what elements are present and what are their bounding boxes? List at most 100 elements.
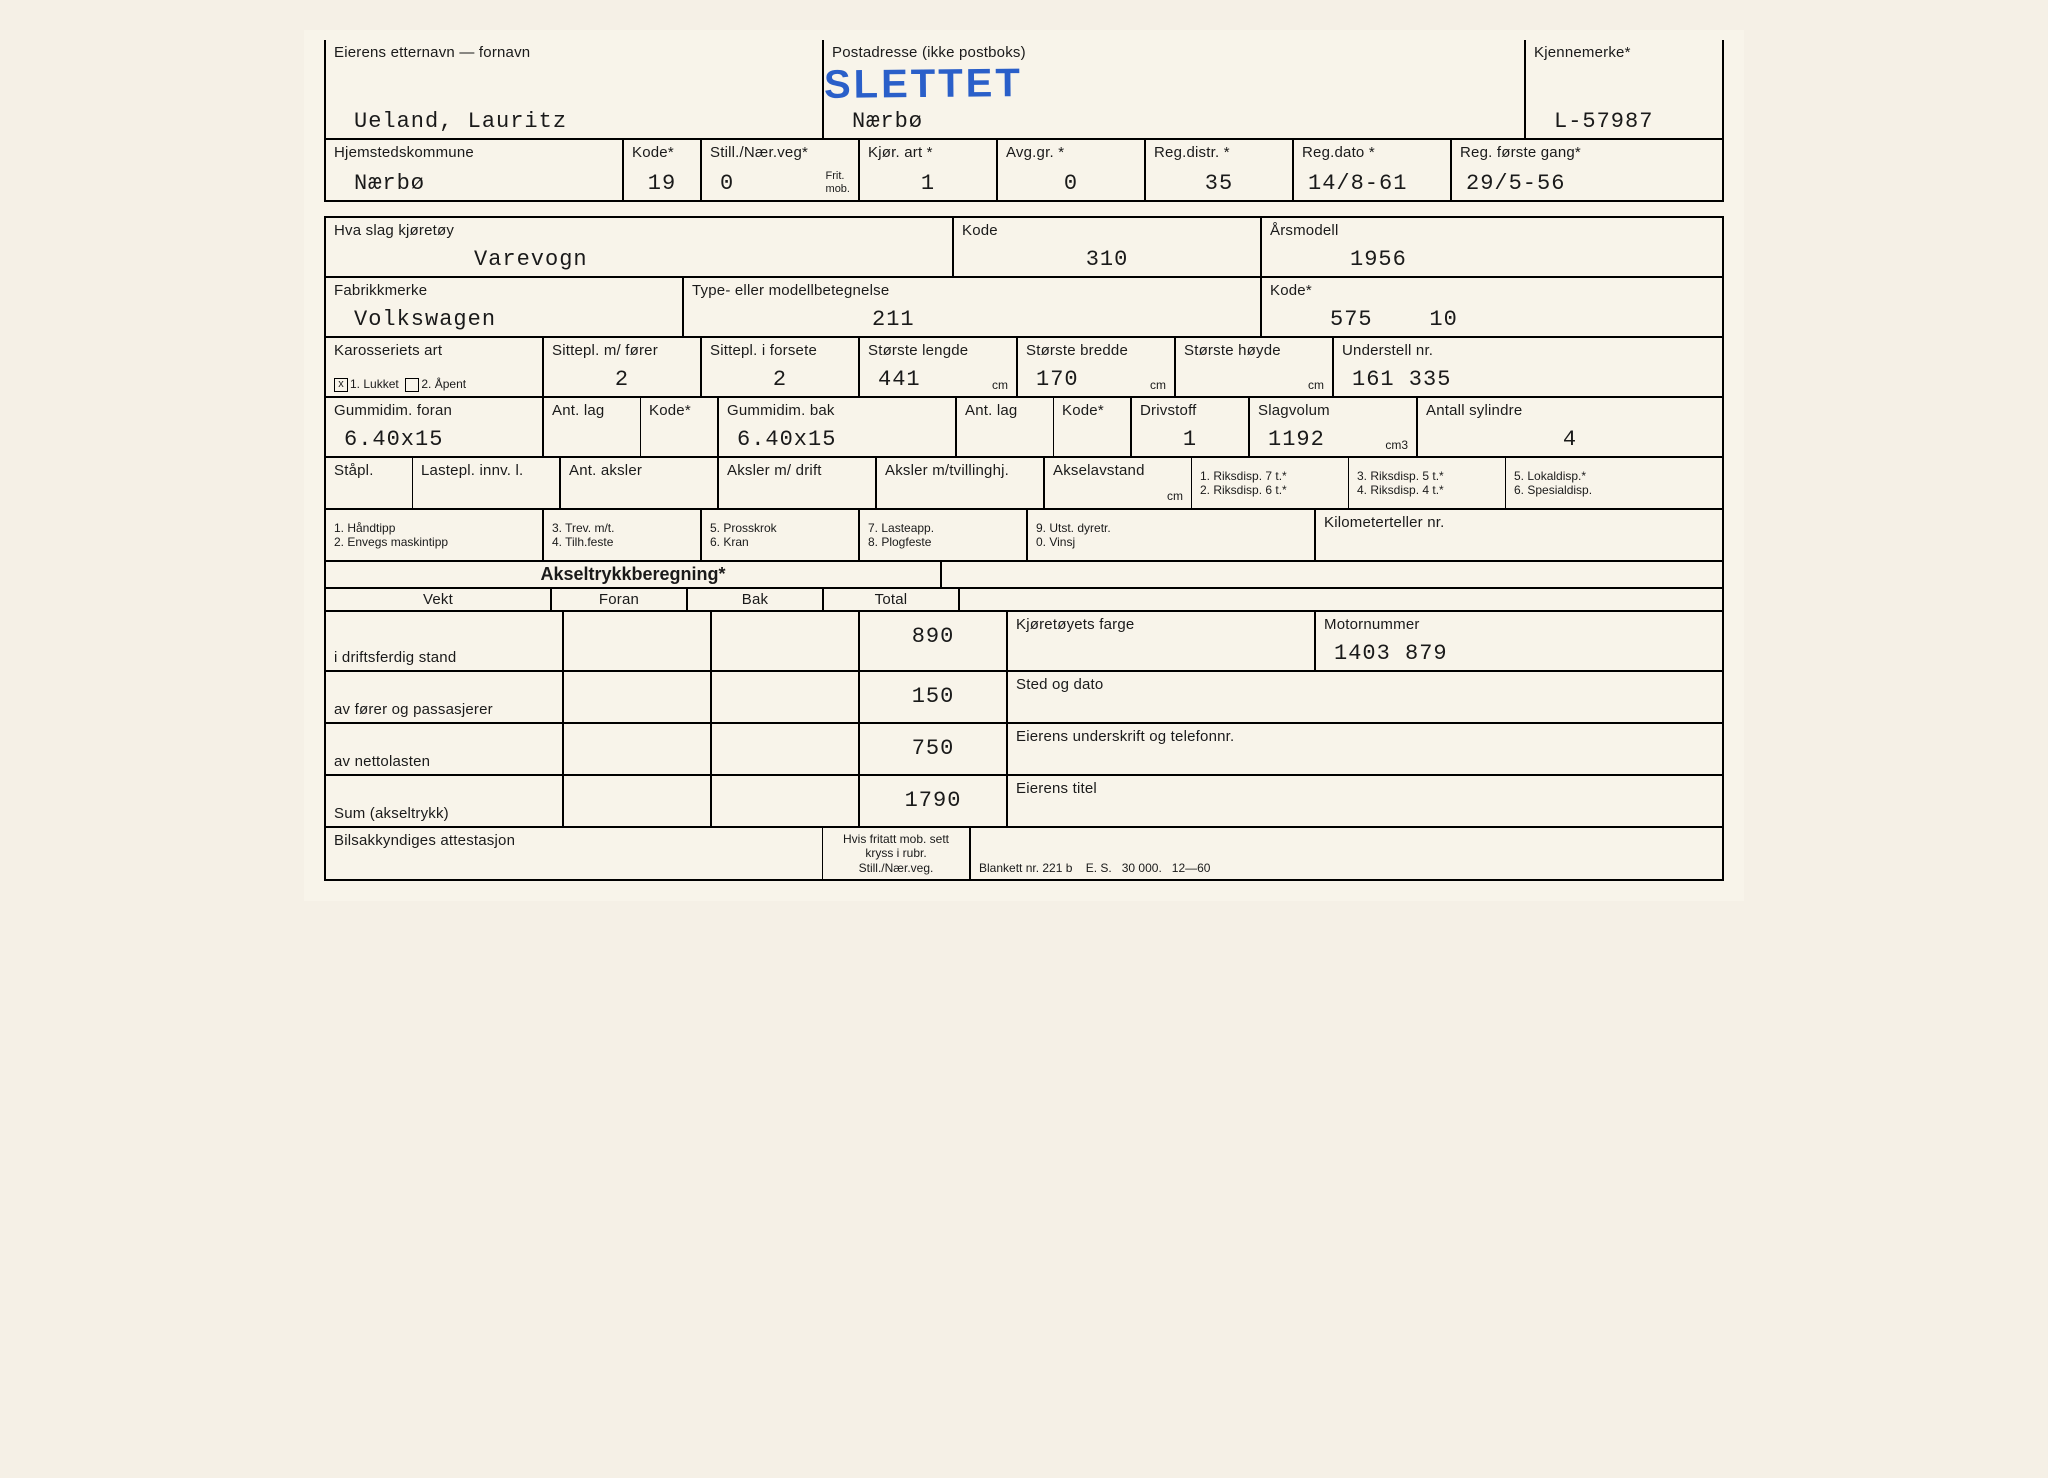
riksdisp76-cell: 1. Riksdisp. 7 t.* 2. Riksdisp. 6 t.* — [1191, 458, 1348, 508]
slag-unit: cm3 — [1385, 438, 1408, 452]
antlag1-label: Ant. lag — [552, 402, 632, 419]
year-label: Årsmodell — [1270, 222, 1714, 239]
avg-label: Avg.gr. * — [1006, 144, 1136, 161]
lastepl-label: Lastepl. innv. l. — [421, 462, 551, 479]
kommune-label: Hjemstedskommune — [334, 144, 614, 161]
make-label: Fabrikkmerke — [334, 282, 674, 299]
w3-foran — [562, 724, 710, 774]
syl-label: Antall sylindre — [1426, 402, 1714, 419]
farge-cell: Kjøretøyets farge — [1006, 612, 1314, 670]
kjor-label: Kjør. art * — [868, 144, 988, 161]
w4-label-cell: Sum (akseltrykk) — [324, 776, 562, 826]
still-label: Still./Nær.veg* — [710, 144, 850, 161]
regforste-value: 29/5-56 — [1460, 163, 1714, 196]
vehicle-type-value: Varevogn — [334, 239, 944, 272]
antlag1-cell: Ant. lag — [542, 398, 640, 456]
kode-value: 19 — [632, 163, 692, 196]
w4-bak — [710, 776, 858, 826]
attest-cell: Bilsakkyndiges attestasjon — [324, 828, 822, 879]
regdistr-label: Reg.distr. * — [1154, 144, 1284, 161]
driv-value: 1 — [1140, 419, 1240, 452]
owner-name-label: Eierens etternavn — fornavn — [334, 44, 814, 61]
km-label: Kilometerteller nr. — [1324, 514, 1714, 531]
kode1-cell: Kode* — [640, 398, 717, 456]
checkbox-lukket: x — [334, 378, 348, 392]
underskrift-label: Eierens underskrift og telefonnr. — [1016, 728, 1714, 745]
vehicle-type-cell: Hva slag kjøretøy Varevogn — [324, 218, 952, 276]
wh-bak: Bak — [686, 589, 822, 610]
wh-blank — [958, 589, 1724, 610]
w3-bak — [710, 724, 858, 774]
motor-label: Motornummer — [1324, 616, 1714, 633]
kaross-options: x1. Lukket 2. Åpent — [334, 377, 534, 392]
kode2-cell: Kode* — [1053, 398, 1130, 456]
w1-bak — [710, 612, 858, 670]
sittepl2-label: Sittepl. i forsete — [710, 342, 850, 359]
antlag2-label: Ant. lag — [965, 402, 1045, 419]
w3-total: 750 — [858, 724, 1006, 774]
weights-title: Akseltrykkberegning* — [328, 564, 938, 585]
model-value: 211 — [692, 299, 1252, 332]
drift-label: Aksler m/ drift — [727, 462, 867, 479]
w2-foran — [562, 672, 710, 722]
eq2-cell: 3. Trev. m/t. 4. Tilh.feste — [542, 510, 700, 560]
gb-value: 6.40x15 — [727, 419, 947, 452]
owner-name-cell: Eierens etternavn — fornavn Ueland, Laur… — [324, 40, 822, 138]
year-cell: Årsmodell 1956 — [1260, 218, 1724, 276]
akselav-cell: Akselavstand cm — [1043, 458, 1191, 508]
tvilling-cell: Aksler m/tvillinghj. — [875, 458, 1043, 508]
plate-cell: Kjennemerke* L-57987 — [1524, 40, 1724, 138]
driv-cell: Drivstoff 1 — [1130, 398, 1248, 456]
registration-card: Eierens etternavn — fornavn Ueland, Laur… — [304, 30, 1744, 901]
w1-total: 890 — [858, 612, 1006, 670]
sittepl2-value: 2 — [710, 359, 850, 392]
understell-cell: Understell nr. 161 335 — [1332, 338, 1724, 396]
wh-vekt: Vekt — [324, 589, 550, 610]
address-cell: Postadresse (ikke postboks) SLETTET Nærb… — [822, 40, 1524, 138]
w1-label-cell: i driftsferdig stand — [324, 612, 562, 670]
regforste-cell: Reg. første gang* 29/5-56 — [1450, 140, 1724, 200]
slettet-stamp: SLETTET — [824, 61, 1023, 108]
bredde-cell: Største bredde 170 cm — [1016, 338, 1174, 396]
kaross-label: Karosseriets art — [334, 342, 534, 359]
make-cell: Fabrikkmerke Volkswagen — [324, 278, 682, 336]
kode-label: Kode* — [632, 144, 692, 161]
motor-value: 1403 879 — [1324, 633, 1714, 666]
slag-label: Slagvolum — [1258, 402, 1408, 419]
stapl-label: Ståpl. — [334, 462, 404, 479]
attest-note-cell: Hvis fritatt mob. sett kryss i rubr. Sti… — [822, 828, 969, 879]
regdato-label: Reg.dato * — [1302, 144, 1442, 161]
titel-cell: Eierens titel — [1006, 776, 1724, 826]
still-cell: Still./Nær.veg* 0 Frit. mob. — [700, 140, 858, 200]
bredde-value: 170 — [1026, 359, 1079, 392]
hoyde-cell: Største høyde cm — [1174, 338, 1332, 396]
model-cell: Type- eller modellbetegnelse 211 — [682, 278, 1260, 336]
regforste-label: Reg. første gang* — [1460, 144, 1714, 161]
sted-label: Sted og dato — [1016, 676, 1714, 693]
syl-value: 4 — [1426, 419, 1714, 452]
slag-value: 1192 — [1258, 419, 1325, 452]
underskrift-cell: Eierens underskrift og telefonnr. — [1006, 724, 1724, 774]
lengde-value: 441 — [868, 359, 921, 392]
bredde-unit: cm — [1150, 378, 1166, 392]
model-label: Type- eller modellbetegnelse — [692, 282, 1252, 299]
w4-total: 1790 — [858, 776, 1006, 826]
plate-value: L-57987 — [1534, 101, 1714, 134]
w2-label-cell: av fører og passasjerer — [324, 672, 562, 722]
stapl-cell: Ståpl. — [324, 458, 412, 508]
lengde-label: Største lengde — [868, 342, 1008, 359]
sittepl-value: 2 — [552, 359, 692, 392]
make-value: Volkswagen — [334, 299, 674, 332]
akselav-unit: cm — [1167, 489, 1183, 503]
w2-bak — [710, 672, 858, 722]
kommune-cell: Hjemstedskommune Nærbø — [324, 140, 622, 200]
slag-cell: Slagvolum 1192 cm3 — [1248, 398, 1416, 456]
avg-cell: Avg.gr. * 0 — [996, 140, 1144, 200]
gf-cell: Gummidim. foran 6.40x15 — [324, 398, 542, 456]
eq4-cell: 7. Lasteapp. 8. Plogfeste — [858, 510, 1026, 560]
motor-cell: Motornummer 1403 879 — [1314, 612, 1724, 670]
kjor-cell: Kjør. art * 1 — [858, 140, 996, 200]
wh-foran: Foran — [550, 589, 686, 610]
aksler-label: Ant. aksler — [569, 462, 709, 479]
gf-value: 6.40x15 — [334, 419, 534, 452]
